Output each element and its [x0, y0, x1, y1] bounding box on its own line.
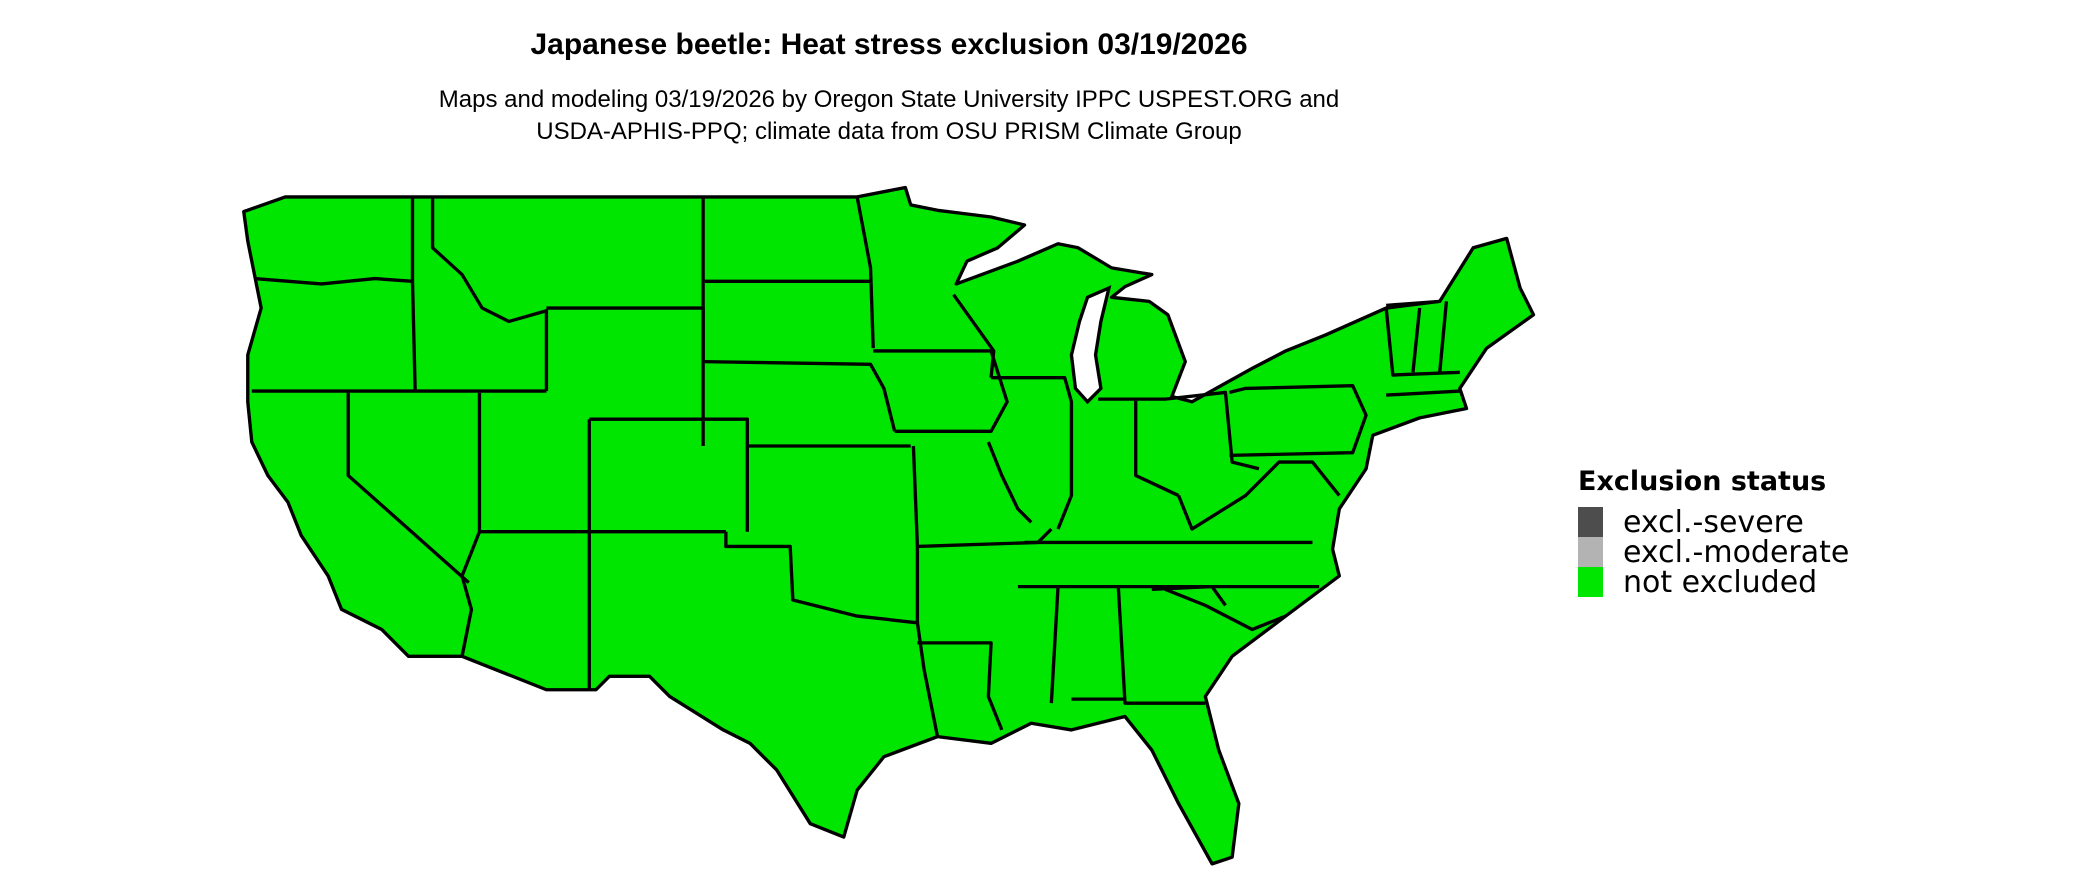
legend-item-moderate: excl.-moderate — [1578, 534, 1850, 570]
legend-label: excl.-severe — [1623, 504, 1804, 540]
legend-label: not excluded — [1623, 564, 1818, 600]
legend-label: excl.-moderate — [1623, 534, 1850, 570]
map-subtitle: Maps and modeling 03/19/2026 by Oregon S… — [0, 84, 1778, 148]
legend-item-not-excluded: not excluded — [1578, 564, 1849, 600]
state-borders — [251, 196, 1460, 737]
us-outline — [242, 185, 1536, 866]
legend-swatch-severe — [1578, 507, 1603, 537]
legend-swatch-moderate — [1578, 537, 1603, 567]
legend-item-severe: excl.-severe — [1578, 504, 1849, 540]
legend: Exclusion status excl.-severe excl.-mode… — [1578, 466, 1850, 600]
legend-title: Exclusion status — [1578, 466, 1827, 497]
subtitle-line-2: USDA-APHIS-PPQ; climate data from OSU PR… — [536, 118, 1242, 145]
legend-swatch-not-excluded — [1578, 567, 1603, 597]
subtitle-line-1: Maps and modeling 03/19/2026 by Oregon S… — [438, 86, 1340, 113]
lake-michigan — [1069, 285, 1112, 405]
map-title: Japanese beetle: Heat stress exclusion 0… — [530, 28, 1248, 61]
